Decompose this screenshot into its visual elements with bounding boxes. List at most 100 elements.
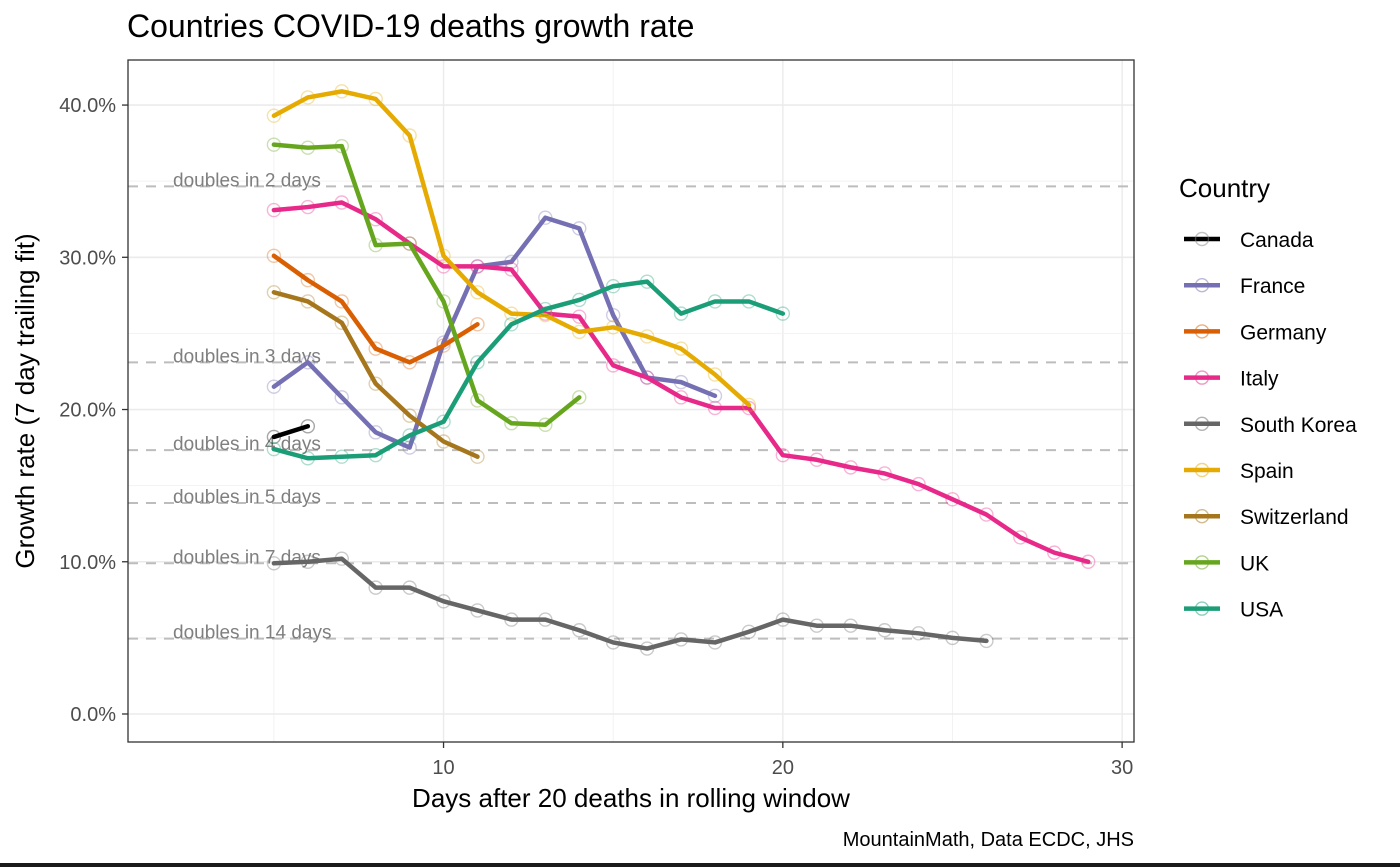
series-line [271,556,989,651]
y-tick-label: 40.0% [59,95,116,117]
y-tick-label: 20.0% [59,400,116,422]
series-line [271,215,718,450]
legend: Canada France Germany Italy South Korea Spain… [1184,229,1357,622]
legend-label: UK [1240,552,1269,575]
data-point [707,367,723,382]
chart-title: Countries COVID-19 deaths growth rate [127,8,694,44]
data-point [945,630,960,646]
series-line [271,424,311,440]
grid [128,60,1134,742]
data-point [402,440,417,455]
data-point [266,556,282,571]
data-point [572,324,587,340]
data-point [741,294,757,309]
data-point [979,633,994,649]
series-line [271,253,480,365]
y-axis: 0.0% 10.0% 20.0% 30.0% 40.0% [59,95,128,726]
data-point [673,632,689,647]
data-point [572,221,587,236]
data-point [266,108,282,123]
data-point [334,390,349,405]
reference-line-label: doubles in 5 days [173,487,321,508]
series-usa [266,274,791,466]
data-point [334,294,349,309]
legend-item-france: France [1184,275,1305,298]
data-point [266,202,282,218]
data-point [1080,554,1096,569]
data-point [504,416,519,431]
series-line [271,142,582,427]
data-point [266,137,282,152]
data-point [605,635,621,650]
data-point [334,195,349,210]
series-spain [266,84,757,413]
data-point [707,400,723,416]
data-point [300,451,316,466]
legend-swatch-point [1194,370,1210,385]
data-point [775,306,791,321]
data-point [843,460,858,475]
bottom-border [0,863,1400,867]
legend-item-spain: Spain [1184,460,1294,483]
data-point [538,417,553,432]
data-point [639,370,655,385]
data-point [470,259,485,274]
data-point [504,612,519,627]
data-point [1047,545,1062,560]
data-point [436,248,451,263]
data-point [266,285,282,300]
data-point [368,91,383,107]
data-point [334,551,349,566]
series-line [271,290,480,459]
series-canada [266,419,316,445]
data-point [504,317,519,332]
y-tick-label: 30.0% [59,247,116,269]
data-point [300,272,316,288]
legend-swatch-point [1194,416,1210,431]
legend-item-south-korea: South Korea [1184,414,1357,437]
legend-title: Country [1179,173,1270,203]
x-axis: 10 20 30 [432,742,1133,779]
data-point [673,374,689,390]
data-point [877,623,892,638]
data-point [402,236,417,251]
data-point [911,476,926,492]
series-line [271,89,752,408]
y-tick-label: 10.0% [59,552,116,574]
data-point [504,306,519,321]
data-point [605,358,621,373]
series-germany [266,248,485,370]
data-point [300,554,316,569]
series-group [266,84,1096,656]
x-axis-title: Days after 20 deaths in rolling window [412,783,850,813]
data-point [436,338,451,353]
legend-label: France [1240,275,1305,298]
data-point [741,624,757,639]
data-point [673,341,689,356]
series-france [266,210,723,455]
legend-swatch-point [1194,278,1210,293]
data-point [741,400,757,416]
series-switzerland [266,285,485,464]
data-point [402,408,417,423]
legend-label: Italy [1240,368,1279,391]
series-south-korea [266,551,994,656]
data-point [436,414,451,429]
data-point [741,397,757,413]
data-point [300,140,316,155]
data-point [300,355,316,370]
data-point [572,292,587,308]
data-point [402,128,417,143]
reference-line-label: doubles in 7 days [173,547,321,568]
reference-line-label: doubles in 3 days [173,346,321,367]
series-uk [266,137,587,432]
data-point [266,441,282,457]
data-point [300,294,316,309]
data-point [266,379,282,394]
data-point [572,623,587,638]
legend-item-usa: USA [1184,599,1283,622]
data-point [470,317,485,332]
data-point [843,618,858,633]
legend-label: Spain [1240,460,1294,483]
